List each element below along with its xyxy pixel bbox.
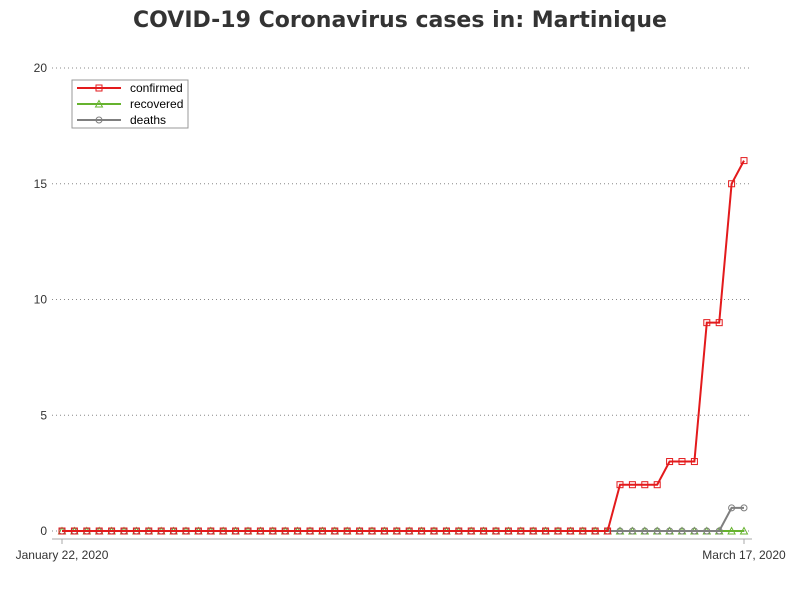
data-point [108,527,116,535]
data-point [728,504,736,512]
data-point [83,527,91,535]
data-point [579,527,587,535]
data-point [70,527,78,535]
series-line [62,160,745,532]
data-point [281,527,289,535]
data-point [690,458,698,466]
data-point [95,527,103,535]
y-tick-label: 10 [34,293,48,307]
data-point [455,527,463,535]
data-point [170,527,178,535]
data-point [194,527,202,535]
data-point [591,527,599,535]
data-point [604,527,612,535]
data-point [467,527,475,535]
data-point [94,99,104,108]
chart-title: COVID-19 Coronavirus cases in: Martiniqu… [133,8,667,33]
data-point [666,527,674,535]
data-point [405,527,413,535]
data-point [529,527,537,535]
data-point [294,527,302,535]
data-point [554,527,562,535]
data-point [566,527,574,535]
data-point [715,319,723,327]
data-point [653,527,661,535]
series-lines [57,157,749,535]
data-point [145,527,153,535]
data-point [728,180,736,188]
y-tick-label: 15 [34,177,48,191]
data-point [318,527,326,535]
data-point [740,157,748,165]
data-point [95,84,103,92]
data-point [120,527,128,535]
data-point [95,116,103,124]
data-point [256,527,264,535]
y-tick-label: 0 [40,524,47,538]
y-tick-label: 20 [34,61,48,75]
data-point [703,319,711,327]
axes: 0 5 10 15 20 January 22, 2020 March 17, 2020 [16,61,786,562]
data-point [703,527,711,535]
gridlines [52,67,752,532]
data-point [480,527,488,535]
data-point [653,481,661,489]
data-point [132,527,140,535]
data-point [207,527,215,535]
data-point [244,527,252,535]
data-point [430,527,438,535]
data-point [368,527,376,535]
data-point [356,527,364,535]
data-point [690,527,698,535]
data-point [58,527,66,535]
data-point [715,527,723,535]
data-point [517,527,525,535]
data-point [616,527,624,535]
legend: confirmed recovered deaths [71,79,189,129]
legend-label: deaths [130,113,166,127]
data-point [740,504,748,512]
y-tick-label: 5 [40,408,47,422]
data-point [727,526,736,535]
data-point [628,527,636,535]
data-point [232,527,240,535]
data-point [343,527,351,535]
data-point [331,527,339,535]
data-point [641,481,649,489]
data-point [492,527,500,535]
data-point [157,527,165,535]
data-point [380,527,388,535]
data-point [616,481,624,489]
data-point [269,527,277,535]
data-point [641,527,649,535]
data-point [628,481,636,489]
data-point [739,526,749,535]
data-point [442,527,450,535]
legend-label: confirmed [130,81,183,95]
data-point [393,527,401,535]
legend-label: recovered [130,97,183,111]
x-tick-label: March 17, 2020 [702,548,786,562]
data-point [182,527,190,535]
x-tick-label: January 22, 2020 [16,548,109,562]
data-point [666,458,674,466]
series-confirmed [58,157,748,535]
data-point [678,527,686,535]
data-point [418,527,426,535]
data-point [504,527,512,535]
data-point [542,527,550,535]
data-point [678,458,686,466]
data-point [219,527,227,535]
data-point [306,527,314,535]
